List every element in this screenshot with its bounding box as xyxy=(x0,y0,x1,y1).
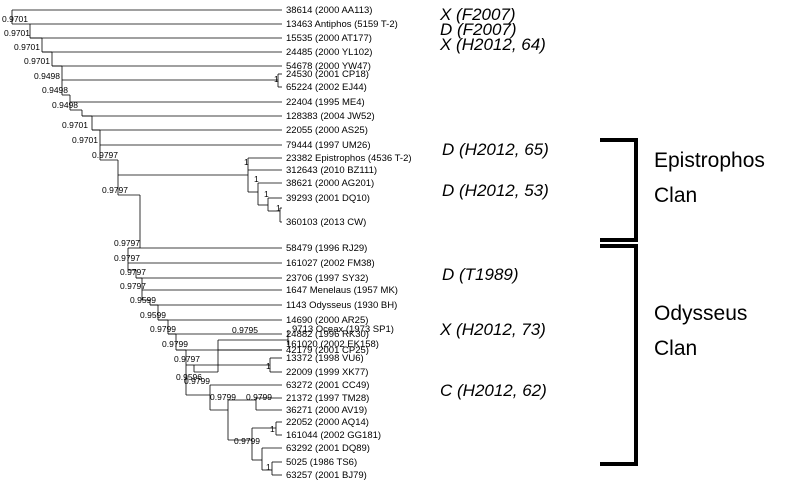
leaf-label: 13463 Antiphos (5159 T-2) xyxy=(286,19,398,30)
node-value: 0.9797 xyxy=(92,150,118,160)
epistrophos-clan-label: Epistrophos xyxy=(654,149,765,172)
node-value: 0.9799 xyxy=(162,339,188,349)
node-value: 0.9797 xyxy=(102,185,128,195)
node-value: 0.9498 xyxy=(42,85,68,95)
odysseus-clan-label: Odysseus xyxy=(654,302,747,325)
leaf-label: 161044 (2002 GG181) xyxy=(286,430,381,441)
leaf-label: 36271 (2000 AV19) xyxy=(286,405,367,416)
leaf-label: 13372 (1998 VU6) xyxy=(286,353,364,364)
node-value: 0.9799 xyxy=(234,436,260,446)
leaf-label: 79444 (1997 UM26) xyxy=(286,140,371,151)
leaf-label: 63292 (2001 DQ89) xyxy=(286,443,370,454)
annotation-d-f2007: D (F2007) xyxy=(440,20,517,39)
annotation-x-f2007: X (F2007) xyxy=(439,5,516,24)
leaf-label: 63272 (2001 CC49) xyxy=(286,380,369,391)
leaf-label: 21372 (1997 TM28) xyxy=(286,393,369,404)
leaf-label: 23382 Epistrophos (4536 T-2) xyxy=(286,153,412,164)
annotation-c-h2012-62: C (H2012, 62) xyxy=(440,381,547,400)
branch-lines xyxy=(11,9,289,476)
node-value: 0.9797 xyxy=(174,354,200,364)
node-value: 0.9797 xyxy=(114,253,140,263)
node-support-values: 0.9701 0.9701 0.9701 0.9701 0.9498 0.949… xyxy=(2,14,281,472)
node-value: 1 xyxy=(270,424,275,434)
leaf-label: 42179 (2001 CP25) xyxy=(286,345,369,356)
node-value: 1 xyxy=(264,189,269,199)
taxonomy-annotations: X (F2007) D (F2007) X (H2012, 64) D (H20… xyxy=(439,5,549,400)
leaf-label: 22404 (1995 ME4) xyxy=(286,97,365,108)
leaf-label: 22055 (2000 AS25) xyxy=(286,125,368,136)
leaf-label: 54678 (2000 YW47) xyxy=(286,61,371,72)
leaf-label: 22052 (2000 AQ14) xyxy=(286,417,369,428)
node-value: 1 xyxy=(266,361,271,371)
leaf-label: 39293 (2001 DQ10) xyxy=(286,193,370,204)
annotation-d-h2012-53: D (H2012, 53) xyxy=(442,181,549,200)
node-value: 0.9797 xyxy=(114,238,140,248)
node-value: 0.9599 xyxy=(130,295,156,305)
epistrophos-clan-label-line2: Clan xyxy=(654,184,697,207)
node-value: 1 xyxy=(276,203,281,213)
node-value: 0.9797 xyxy=(120,267,146,277)
leaf-label: 23706 (1997 SY32) xyxy=(286,273,368,284)
annotation-d-h2012-65: D (H2012, 65) xyxy=(442,140,549,159)
node-value: 1 xyxy=(244,157,249,167)
epistrophos-bracket xyxy=(600,138,638,242)
node-value: 0.9701 xyxy=(14,42,40,52)
leaf-label: 38614 (2000 AA113) xyxy=(286,5,372,16)
node-value: 0.9799 xyxy=(210,392,236,402)
annotation-x-h2012-73: X (H2012, 73) xyxy=(439,320,546,339)
node-value: 0.9599 xyxy=(140,310,166,320)
node-value: 1 xyxy=(274,74,279,84)
leaf-label: 24530 (2001 CP18) xyxy=(286,69,369,80)
leaf-labels: 38614 (2000 AA113) 13463 Antiphos (5159 … xyxy=(286,5,412,481)
leaf-label: 128383 (2004 JW52) xyxy=(286,111,375,122)
leaf-label: 58479 (1996 RJ29) xyxy=(286,243,367,254)
leaf-label: 14690 (2000 AR25) xyxy=(286,315,368,326)
leaf-label: 1647 Menelaus (1957 MK) xyxy=(286,285,398,296)
node-value: 0.9701 xyxy=(24,56,50,66)
node-value: 0.9701 xyxy=(4,28,30,38)
leaf-label: 15535 (2000 AT177) xyxy=(286,33,372,44)
node-value: 0.9797 xyxy=(120,281,146,291)
node-value: 0.9701 xyxy=(2,14,28,24)
leaf-label: 161020 (2002 EK158) xyxy=(286,339,379,350)
leaf-label: 5025 (1986 TS6) xyxy=(286,457,357,468)
leaf-label: 1143 Odysseus (1930 BH) xyxy=(286,300,397,311)
node-value: 0.9795 xyxy=(232,325,258,335)
node-value: 0.9799 xyxy=(246,392,272,402)
clan-brackets xyxy=(600,138,638,466)
node-value: 0.9701 xyxy=(62,120,88,130)
node-value: 0.9596 xyxy=(176,372,202,382)
leaf-label: 24485 (2000 YL102) xyxy=(286,47,372,58)
node-value: 1 xyxy=(266,462,271,472)
node-value: 0.9799 xyxy=(150,324,176,334)
leaf-label: 161027 (2002 FM38) xyxy=(286,258,375,269)
odysseus-clan-label-line2: Clan xyxy=(654,337,697,360)
clan-labels: Epistrophos Clan Odysseus Clan xyxy=(654,149,765,360)
leaf-label: 38621 (2000 AG201) xyxy=(286,178,374,189)
node-value: 0.9498 xyxy=(34,71,60,81)
leaf-label: 22009 (1999 XK77) xyxy=(286,367,368,378)
leaf-label: 63257 (2001 BJ79) xyxy=(286,470,367,481)
leaf-label: 9713 Oceax (1973 SP1) xyxy=(292,324,394,335)
leaf-label: 24882 (1996 RK30) xyxy=(286,329,369,340)
annotation-d-t1989: D (T1989) xyxy=(442,265,519,284)
leaf-label: 312643 (2010 BZ111) xyxy=(286,165,377,176)
odysseus-bracket xyxy=(600,244,638,466)
annotation-x-h2012-64: X (H2012, 64) xyxy=(439,35,546,54)
node-value: 0.9498 xyxy=(52,100,78,110)
node-value: 0.9701 xyxy=(72,135,98,145)
leaf-label: 65224 (2002 EJ44) xyxy=(286,82,367,93)
node-value: 0.9799 xyxy=(184,376,210,386)
node-value: 1 xyxy=(254,174,259,184)
leaf-label: 360103 (2013 CW) xyxy=(286,217,366,228)
